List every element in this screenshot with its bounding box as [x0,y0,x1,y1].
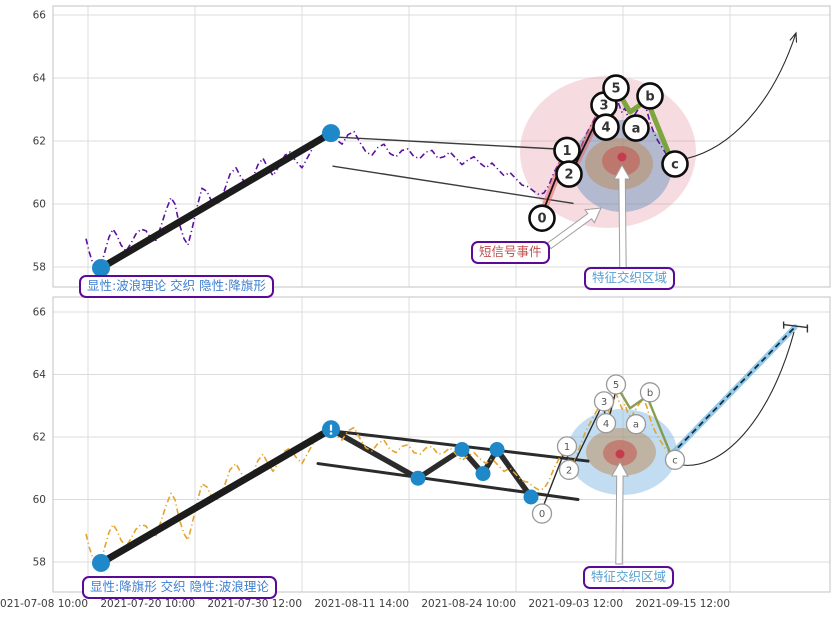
svg-text:5: 5 [613,380,619,391]
y-tick-label: 62 [33,136,46,148]
pivot-dot [92,553,110,572]
svg-text:0: 0 [539,509,545,520]
pointer-arrow [546,207,602,250]
wave-label-5: 5 [602,74,630,102]
panel-upper: 0 1 2 3 4 5 a b c 58 60 62 64 66 [33,5,831,288]
svg-text:a: a [633,420,639,431]
svg-text:c: c [671,157,679,172]
wave-label-c: c [661,150,689,178]
wave-abc-line [614,87,674,162]
trend-line [97,129,335,272]
panel-lower: 0 1 2 3 4 5 a b c 58 60 62 64 66 2021-07-08 10:00 2021-… [0,296,831,610]
peak-glyph [329,424,333,431]
svg-text:b: b [647,388,653,399]
y-tick-label: 62 [33,432,46,444]
y-tick-label: 64 [33,73,47,85]
svg-text:4: 4 [603,419,609,430]
wave-label-0: 0 [531,503,553,524]
wave-label-b: b [639,382,661,403]
pointer-arrow [611,460,629,565]
y-tick-label: 58 [33,262,46,274]
y-tick-label: 66 [33,10,47,22]
y-tick-label: 60 [33,199,46,211]
peak-glyph-dot [329,432,333,435]
pivot-dot [410,470,426,486]
projection-curve-arrowhead [789,31,798,43]
y-tick-label: 60 [33,494,46,506]
wave-label-4: 4 [592,113,620,141]
wave-label-5: 5 [605,374,627,395]
wave-label-2: 2 [555,160,583,188]
feature-region-center-dot [617,152,627,162]
svg-text:3: 3 [601,397,607,408]
feature-region-center-dot [615,449,625,459]
legend-label-bottom: 显性:降旗形 交织 隐性:波浪理论 [82,576,277,599]
projection-end-marker [782,321,809,333]
wave-label-3: 3 [593,391,615,412]
wave-label-0: 0 [528,204,556,232]
pivot-dot [523,489,539,505]
y-tick-label: 64 [33,369,47,381]
projection-curve [675,331,795,466]
wave-label-4: 4 [595,413,617,434]
plot-border [52,296,831,593]
pivot-dot [92,258,110,277]
svg-text:1: 1 [562,144,571,159]
feature-region-label-bottom: 特征交织区域 [583,566,675,589]
svg-text:4: 4 [601,121,610,136]
wave-abc-line [615,385,673,456]
svg-text:b: b [645,89,654,104]
flag-channel-line [332,136,567,151]
plot-border [52,5,831,288]
wave-label-c: c [664,449,686,470]
svg-text:2: 2 [566,465,572,476]
wave-label-a: a [622,114,650,142]
y-tick-label: 58 [33,557,46,569]
wave-label-2: 2 [558,459,580,480]
x-tick-label: 2021-09-15 12:00 [635,598,730,610]
y-tick-label: 66 [33,307,47,319]
trend-line [97,425,335,567]
svg-text:c: c [672,455,678,466]
wave-label-a: a [625,414,647,435]
legend-label-top: 显性:波浪理论 交织 隐性:降旗形 [79,275,274,298]
svg-text:5: 5 [611,82,620,97]
svg-text:3: 3 [599,99,608,114]
x-tick-label: 2021-07-20 10:00 [100,598,195,610]
x-tick-label: 2021-08-11 14:00 [314,598,409,610]
pivot-dot [489,442,505,457]
feature-region-label-top: 特征交织区域 [584,267,676,290]
flag-zigzag-line [328,426,534,500]
svg-text:2: 2 [564,168,573,183]
flag-channel-line [332,165,574,205]
svg-text:1: 1 [564,442,570,453]
projection-line-under [668,324,798,458]
wave-label-b: b [636,82,664,110]
svg-text:a: a [632,122,641,137]
x-tick-label: 2021-07-08 10:00 [0,598,88,610]
x-tick-label: 2021-08-24 10:00 [421,598,516,610]
signal-event-label: 短信号事件 [471,241,550,264]
price-series-line [85,392,675,566]
svg-text:0: 0 [537,212,546,227]
wave-label-1: 1 [556,436,578,457]
wave-label-1: 1 [553,136,581,165]
projection-curve [678,32,797,161]
pivot-dot [322,124,340,143]
x-tick-label: 2021-09-03 12:00 [528,598,623,610]
pointer-arrow [613,163,631,271]
pivot-dot [454,442,470,457]
pivot-dot [475,466,491,482]
x-tick-label: 2021-07-30 12:00 [207,598,302,610]
